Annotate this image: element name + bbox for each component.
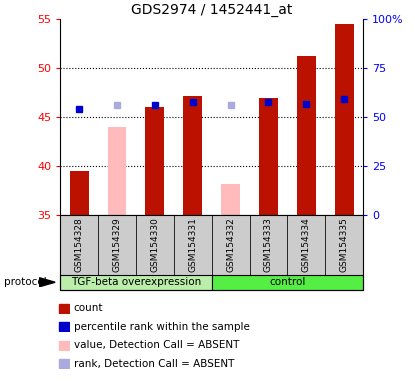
Bar [335,24,354,215]
Bar [221,184,240,215]
Text: GSM154332: GSM154332 [226,217,235,272]
Bar [259,98,278,215]
Bar [59,341,68,349]
Bar [70,171,88,215]
Text: GSM154335: GSM154335 [340,217,349,272]
Bar [59,359,68,368]
Text: rank, Detection Call = ABSENT: rank, Detection Call = ABSENT [74,359,234,369]
Bar [183,96,202,215]
Text: GSM154333: GSM154333 [264,217,273,272]
Bar [297,56,316,215]
Title: GDS2974 / 1452441_at: GDS2974 / 1452441_at [131,3,292,17]
Polygon shape [39,278,55,287]
Text: count: count [74,303,103,313]
Bar [145,108,164,215]
Text: control: control [269,277,305,287]
Text: GSM154328: GSM154328 [75,217,83,272]
Text: TGF-beta overexpression: TGF-beta overexpression [71,277,201,287]
Text: percentile rank within the sample: percentile rank within the sample [74,322,250,332]
Text: GSM154329: GSM154329 [112,217,122,272]
Bar [107,127,127,215]
Text: value, Detection Call = ABSENT: value, Detection Call = ABSENT [74,340,239,350]
Bar [59,323,68,331]
Bar [59,304,68,313]
Text: protocol: protocol [4,277,47,287]
Text: GSM154334: GSM154334 [302,217,311,272]
Text: GSM154330: GSM154330 [150,217,159,272]
Text: GSM154331: GSM154331 [188,217,197,272]
